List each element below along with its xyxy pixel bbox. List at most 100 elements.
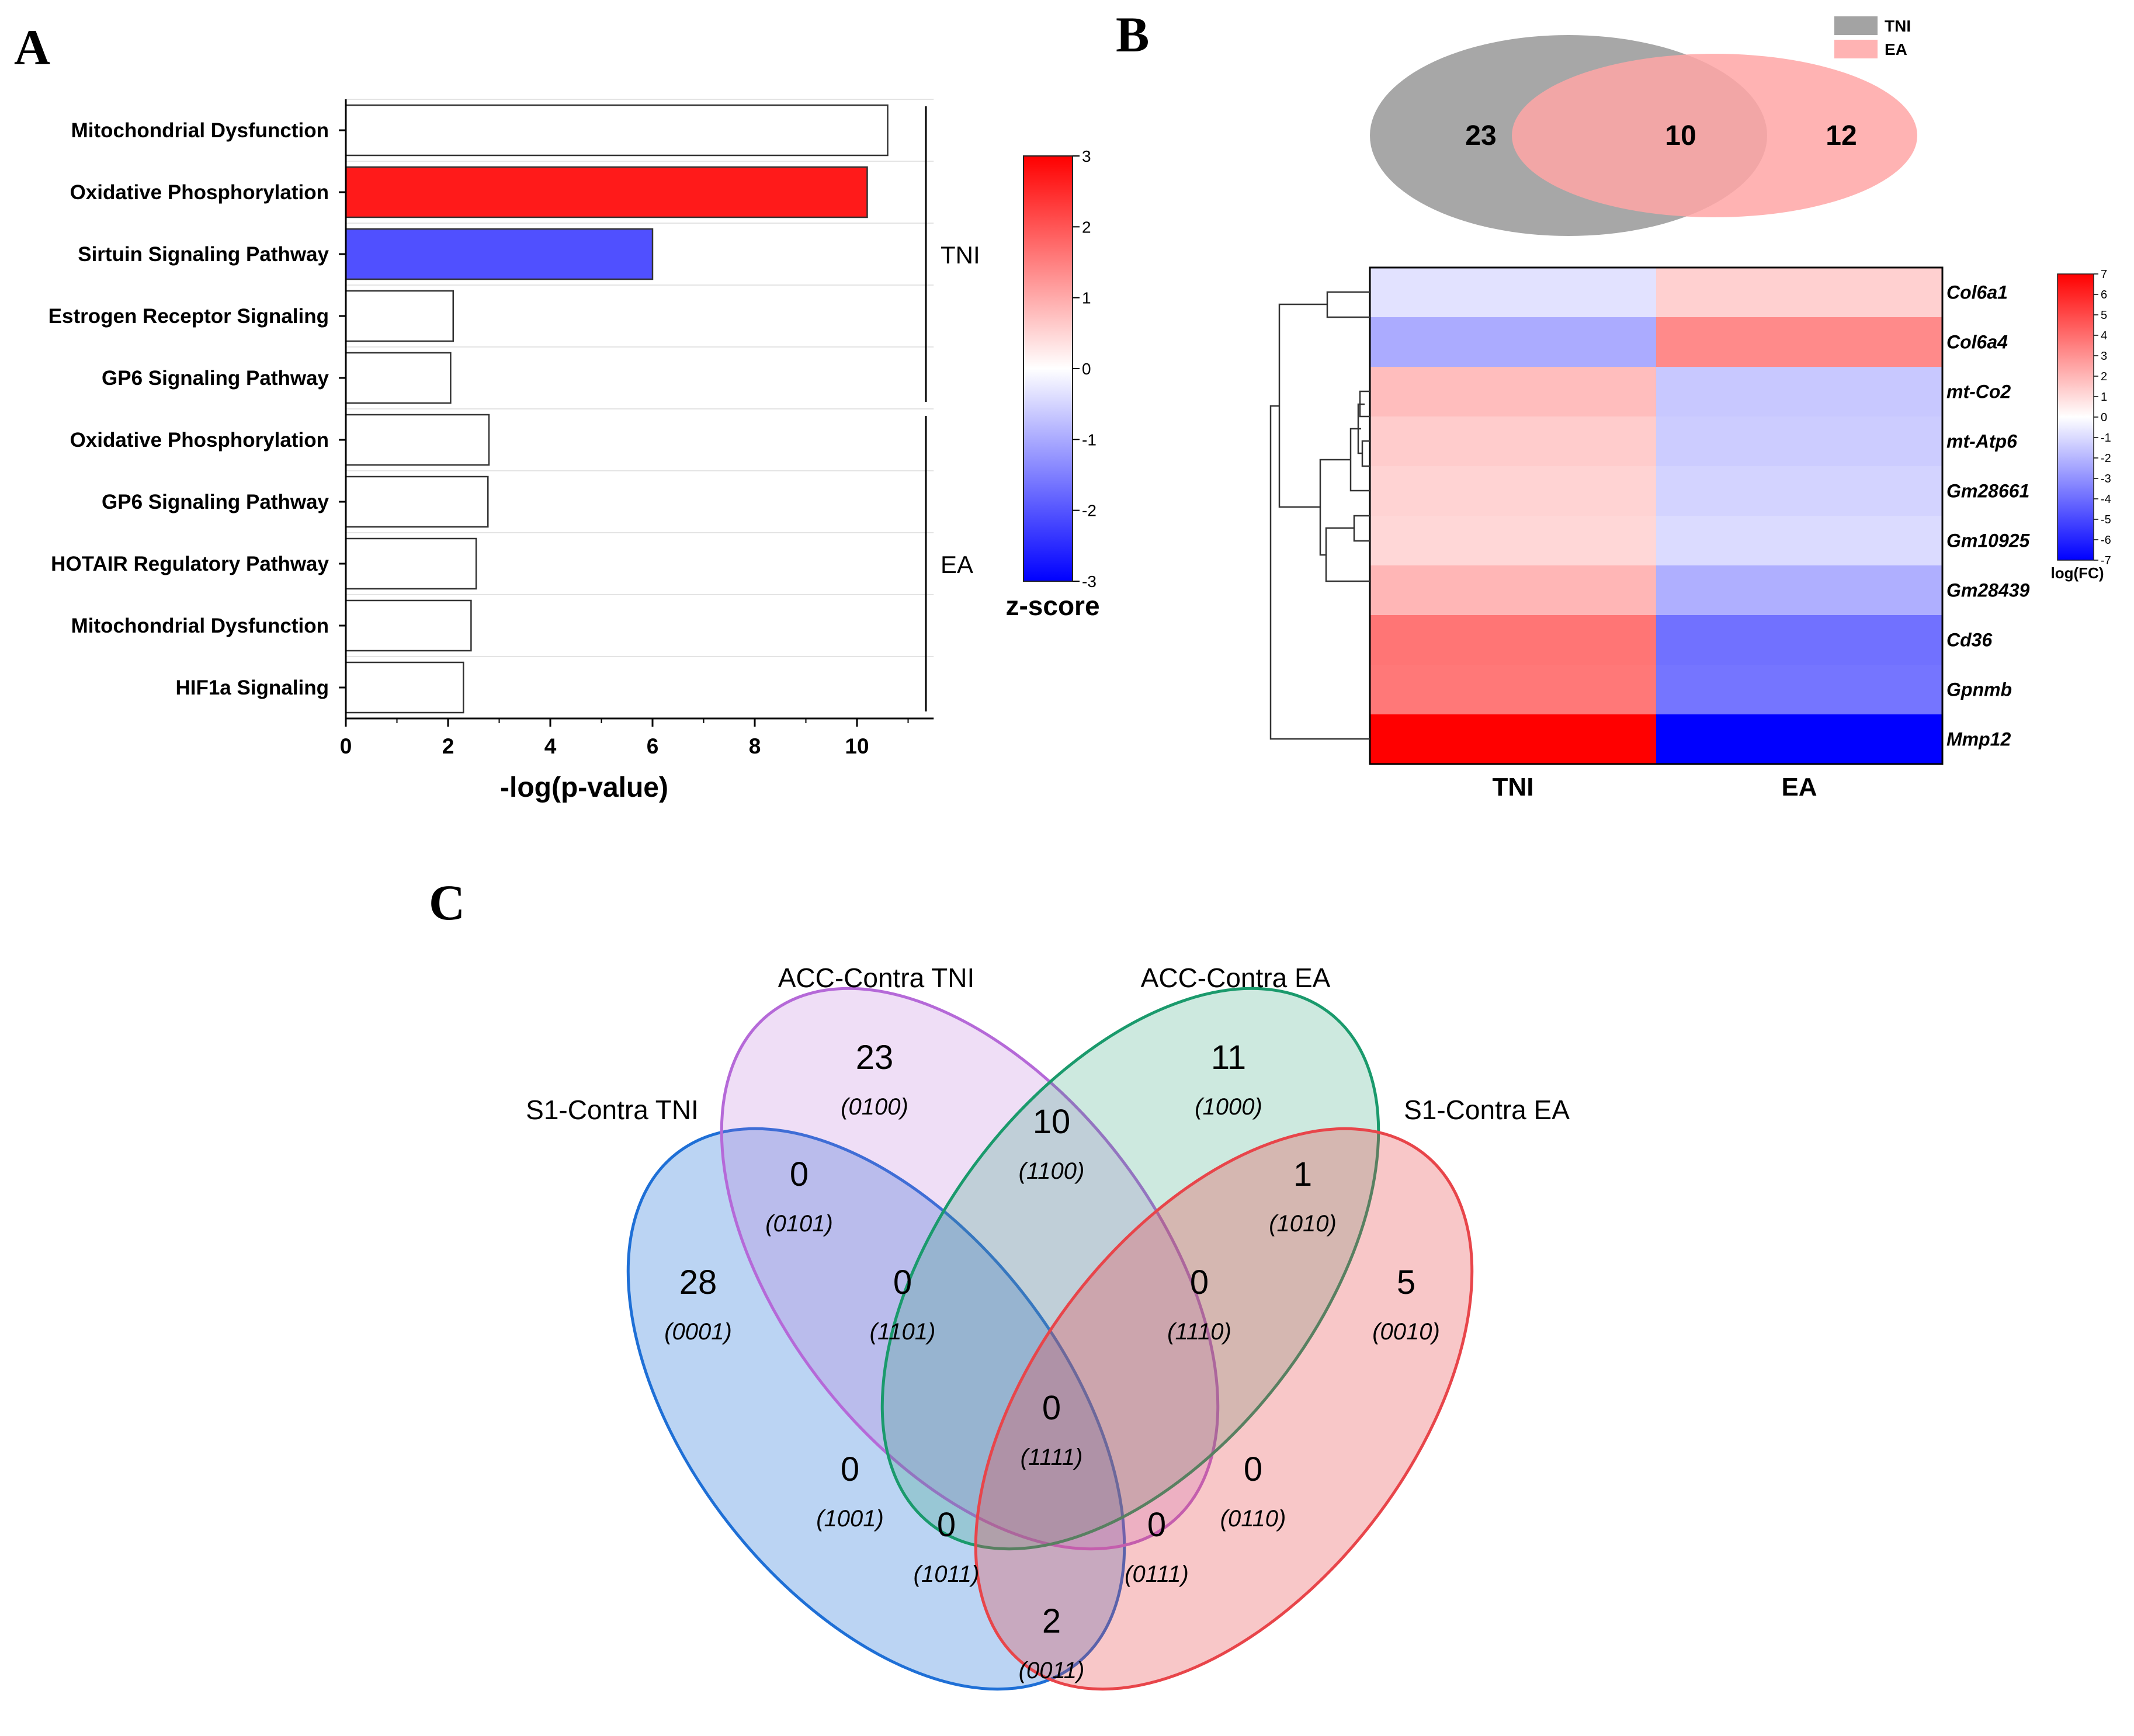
axes: 0 2 4 6 8 10 [339, 99, 934, 758]
x-tick-label: 6 [647, 734, 659, 758]
zscore-colorbar [1023, 155, 1073, 582]
legend-swatch-ea [1834, 40, 1878, 58]
venn-region-code: (0001) [664, 1319, 732, 1345]
venn-region-code: (0010) [1372, 1319, 1440, 1345]
bar [345, 104, 889, 157]
bar [345, 352, 452, 404]
group-label: TNI [941, 241, 980, 269]
venn-label-s1-contra-tni: S1-Contra TNI [526, 1095, 699, 1125]
venn-region-count: 23 [856, 1039, 894, 1077]
venn-region-count: 0 [790, 1155, 809, 1193]
gene-label: Col6a1 [1946, 282, 2008, 303]
heatmap-cell [1370, 615, 1656, 665]
colorbar-tick-label: -6 [2101, 534, 2111, 547]
heatmap-cell [1656, 367, 1942, 416]
heatmap-cell [1656, 714, 1942, 764]
heatmap-cell [1370, 565, 1656, 615]
x-axis-title: -log(p-value) [500, 772, 668, 803]
colorbar-tick-label: -7 [2101, 554, 2111, 567]
venn-region-code: (1001) [816, 1506, 884, 1532]
gene-label: Gm10925 [1946, 530, 2031, 551]
venn-region-count: 28 [679, 1263, 717, 1301]
heatmap-cell [1656, 466, 1942, 516]
category-label: Oxidative Phosphorylation [70, 429, 329, 452]
heatmap-cell [1370, 665, 1656, 714]
heatmap-cell [1370, 714, 1656, 764]
venn-region-count: 0 [1147, 1506, 1166, 1544]
logfc-colorbar-ticks: 7 6 5 4 3 2 1 0 -1 -2 -3 -4 -5 -6 -7 [2094, 268, 2111, 567]
category-label: Estrogen Receptor Signaling [48, 305, 329, 328]
gene-label: Cd36 [1946, 630, 1992, 651]
heatmap-cell [1656, 615, 1942, 665]
colorbar-tick-label: 2 [1082, 218, 1091, 236]
venn-region-count: 0 [893, 1263, 912, 1301]
venn-region-code: (1010) [1269, 1211, 1337, 1237]
group-brackets: TNI EA [925, 106, 980, 711]
zscore-colorbar-title: z-score [1005, 591, 1099, 621]
colorbar-tick-label: 3 [1082, 147, 1091, 165]
gene-label: mt-Co2 [1946, 381, 2011, 402]
venn-count-tni-only: 23 [1465, 120, 1496, 151]
gene-label: Col6a4 [1946, 332, 2008, 353]
venn-region-code: (0101) [765, 1211, 833, 1237]
bar [345, 228, 654, 280]
logfc-colorbar [2057, 273, 2094, 561]
bar [345, 290, 454, 342]
x-tick-label: 8 [749, 734, 761, 758]
category-label: Mitochondrial Dysfunction [71, 614, 329, 637]
colorbar-tick-label: 7 [2101, 268, 2107, 281]
x-tick-label: 10 [845, 734, 869, 758]
gene-label: Gpnmb [1946, 679, 2012, 700]
colorbar-tick-label: -2 [1082, 502, 1097, 520]
colorbar-tick-label: -2 [2101, 452, 2111, 465]
bar [345, 599, 472, 652]
category-label: Sirtuin Signaling Pathway [78, 243, 329, 266]
venn-region-count: 10 [1033, 1103, 1071, 1141]
heatmap-cell [1370, 317, 1656, 367]
pathway-bar-chart: Mitochondrial Dysfunction Oxidative Phosp… [48, 99, 1100, 803]
venn-region-code: (1011) [914, 1561, 980, 1587]
venn-region-code: (0100) [841, 1094, 908, 1120]
colorbar-tick-label: -1 [1082, 430, 1097, 449]
heatmap-cell [1656, 317, 1942, 367]
venn-region-count: 2 [1042, 1602, 1061, 1640]
gene-label: mt-Atp6 [1946, 431, 2017, 452]
panel-label-c: C [429, 874, 465, 931]
venn-label-acc-contra-tni: ACC-Contra TNI [778, 963, 975, 993]
zscore-colorbar-ticks: 3 2 1 0 -1 -2 -3 [1073, 147, 1097, 591]
heatmap-column-labels: TNI EA [1493, 773, 1817, 801]
venn-region-code: (1100) [1019, 1158, 1085, 1184]
heatmap-cell [1656, 516, 1942, 565]
column-label: EA [1781, 773, 1817, 801]
category-label: Mitochondrial Dysfunction [71, 119, 329, 142]
heatmap-cell [1656, 416, 1942, 466]
venn-label-acc-contra-ea: ACC-Contra EA [1141, 963, 1331, 993]
venn-region-count: 0 [1042, 1389, 1061, 1427]
colorbar-tick-label: 0 [2101, 411, 2107, 424]
colorbar-tick-label: -1 [2101, 432, 2111, 445]
colorbar-tick-label: 0 [1082, 360, 1091, 378]
four-set-venn: S1-Contra TNI ACC-Contra TNI ACC-Contra … [526, 963, 1570, 1691]
row-dendrogram [1269, 291, 1370, 740]
venn-region-count: 0 [1244, 1450, 1262, 1488]
colorbar-tick-label: 2 [2101, 370, 2107, 383]
x-tick-label: 4 [544, 734, 557, 758]
venn-region-count: 11 [1211, 1039, 1246, 1077]
legend-swatch-tni [1834, 16, 1878, 35]
colorbar-tick-label: -3 [2101, 473, 2111, 485]
heatmap-cell [1656, 565, 1942, 615]
colorbar-tick-label: 1 [2101, 391, 2107, 404]
colorbar-tick-label: 5 [2101, 309, 2107, 322]
venn-region-count: 5 [1397, 1263, 1415, 1301]
colorbar-tick-label: 3 [2101, 350, 2107, 363]
venn-label-s1-contra-ea: S1-Contra EA [1404, 1095, 1570, 1125]
gene-label: Gm28661 [1946, 481, 2029, 502]
legend-label-tni: TNI [1885, 17, 1911, 35]
venn-region-code: (0011) [1019, 1658, 1085, 1683]
venn-region-count: 1 [1293, 1155, 1312, 1193]
bar [345, 166, 868, 218]
two-set-venn: 23 10 12 TNI EA [1370, 16, 1917, 236]
x-tick-label: 2 [442, 734, 454, 758]
heatmap-cell [1370, 416, 1656, 466]
venn-region-code: (0111) [1125, 1561, 1189, 1587]
